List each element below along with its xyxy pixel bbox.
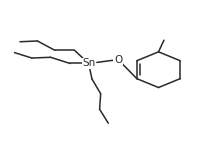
- Text: O: O: [114, 55, 122, 65]
- Text: Sn: Sn: [82, 58, 95, 68]
